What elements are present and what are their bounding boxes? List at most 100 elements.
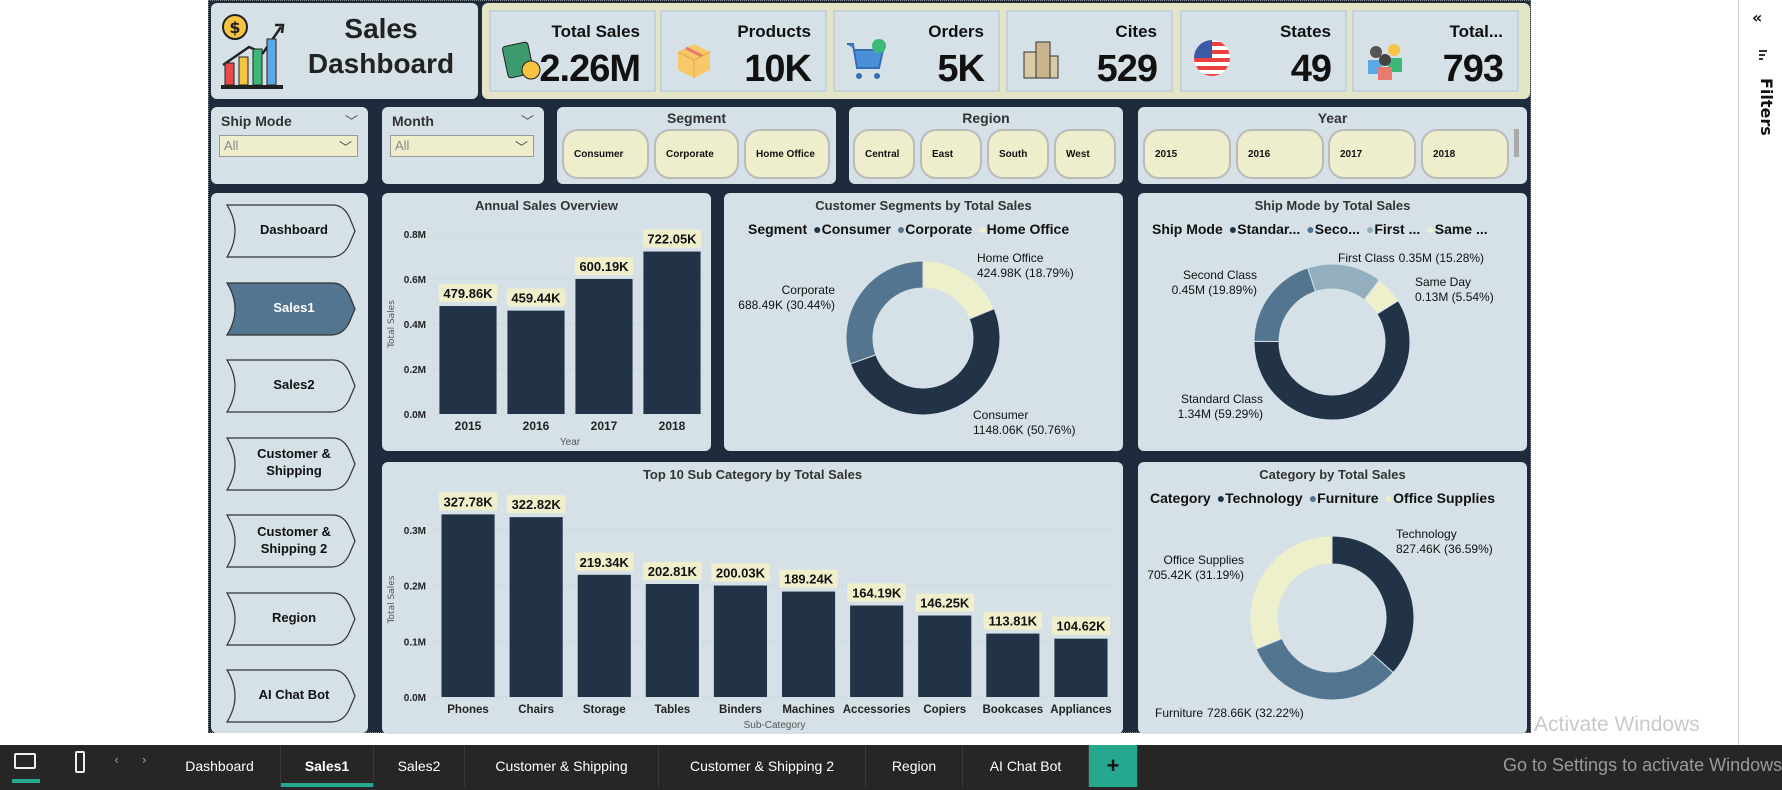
- bar-Storage[interactable]: [577, 574, 631, 697]
- page-navigator: Dashboard Sales1 Sales2 Customer & Shipping…: [211, 193, 368, 733]
- region-chip-west[interactable]: West: [1054, 129, 1116, 179]
- region-chip-east[interactable]: East: [920, 129, 982, 179]
- page-tab-customer-shipping-2[interactable]: Customer & Shipping 2: [659, 745, 866, 787]
- page-title: Sales Dashboard: [307, 13, 455, 79]
- month-dropdown[interactable]: Month ﹀ All ﹀: [382, 107, 544, 184]
- page-tab-dashboard[interactable]: Dashboard: [159, 745, 281, 787]
- y-tick-label: 0.3M: [404, 526, 426, 537]
- slice-second-class[interactable]: [1253, 267, 1317, 343]
- ship-mode-select[interactable]: All ﹀: [219, 135, 358, 157]
- legend-item[interactable]: Corporate: [905, 221, 972, 237]
- kpi-card-products: Products 10K: [660, 10, 827, 92]
- y-axis-title: Total Sales: [387, 300, 397, 349]
- region-slicer-title: Region: [962, 110, 1010, 126]
- slice-same-day[interactable]: [1363, 279, 1399, 315]
- mobile-layout-icon[interactable]: [75, 751, 85, 773]
- bar-Phones[interactable]: [441, 514, 495, 697]
- legend-item[interactable]: Technology: [1225, 490, 1303, 506]
- year-chip-2018[interactable]: 2018: [1421, 129, 1509, 179]
- slice-office-supplies[interactable]: [1249, 535, 1333, 650]
- collapse-filters-icon[interactable]: «: [1752, 8, 1763, 27]
- y-tick-label: 0.4M: [404, 320, 426, 331]
- x-axis-title: Year: [560, 437, 581, 448]
- bar-2016[interactable]: [507, 310, 565, 414]
- add-page-button[interactable]: +: [1089, 745, 1138, 787]
- page-tabs-bar: ‹ › Dashboard Sales1 Sales2 Customer & Ship…: [0, 745, 1782, 790]
- legend-item[interactable]: Home Office: [987, 221, 1070, 237]
- ship-mode-dropdown[interactable]: Ship Mode ﹀ All ﹀: [211, 107, 368, 184]
- page-tab-customer-shipping[interactable]: Customer & Shipping: [465, 745, 659, 787]
- legend-item[interactable]: Consumer: [822, 221, 892, 237]
- previous-page-icon[interactable]: ‹: [114, 753, 119, 767]
- data-label-bg: [1051, 616, 1111, 635]
- legend-marker: ●: [1306, 221, 1314, 237]
- category-chart: Category by Total Sales Category ●Technolo…: [1138, 462, 1527, 734]
- nav-button-customer-shipping-2[interactable]: Customer & Shipping 2: [223, 513, 356, 568]
- chevron-button-shape: [225, 436, 356, 491]
- nav-button-label: Dashboard: [260, 222, 328, 238]
- x-tick-label: 2018: [659, 419, 686, 433]
- nav-button-customer-shipping[interactable]: Customer & Shipping: [223, 436, 356, 491]
- nav-button-region[interactable]: Region: [223, 591, 356, 646]
- x-tick-label: Binders: [719, 704, 762, 716]
- bar-2015[interactable]: [439, 306, 497, 414]
- nav-button-ai-chat-bot[interactable]: AI Chat Bot: [223, 668, 356, 723]
- segment-chip-consumer[interactable]: Consumer: [562, 129, 649, 179]
- page-tab-sales1[interactable]: Sales1: [281, 745, 374, 787]
- nav-button-label: AI Chat Bot: [258, 687, 330, 703]
- y-tick-label: 0.0M: [404, 410, 426, 421]
- title-card: $ Sales Dashboard: [211, 3, 478, 99]
- region-chip-central[interactable]: Central: [853, 129, 915, 179]
- kpi-label: Products: [737, 22, 811, 41]
- nav-button-dashboard[interactable]: Dashboard: [223, 203, 356, 258]
- slice-standard-class[interactable]: [1253, 299, 1411, 421]
- page-tab-sales2[interactable]: Sales2: [374, 745, 465, 787]
- slice-consumer[interactable]: [849, 308, 1001, 416]
- data-label-bg: [779, 569, 838, 588]
- nav-button-sales1[interactable]: Sales1: [223, 281, 356, 336]
- slice-corporate[interactable]: [845, 260, 924, 365]
- bar-2017[interactable]: [575, 278, 633, 414]
- page-tab-ai-chat-bot[interactable]: AI Chat Bot: [963, 745, 1089, 787]
- page-tab-region[interactable]: Region: [866, 745, 963, 787]
- year-chip-2017[interactable]: 2017: [1328, 129, 1416, 179]
- bar-Bookcases[interactable]: [986, 633, 1040, 697]
- year-chip-2015[interactable]: 2015: [1143, 129, 1231, 179]
- legend-item[interactable]: Seco...: [1315, 221, 1360, 237]
- legend-marker: ●: [1217, 490, 1225, 506]
- legend-item[interactable]: Standar...: [1237, 221, 1300, 237]
- bar-2018[interactable]: [643, 251, 701, 414]
- next-page-icon[interactable]: ›: [142, 753, 147, 767]
- month-select[interactable]: All ﹀: [390, 135, 534, 157]
- bar-Tables[interactable]: [645, 584, 699, 697]
- slice-technology[interactable]: [1331, 535, 1415, 674]
- slice-furniture[interactable]: [1255, 637, 1394, 701]
- slicer-scrollbar[interactable]: [1514, 129, 1519, 157]
- kpi-card-total-customers: Total... 793: [1352, 10, 1519, 92]
- region-chip-south[interactable]: South: [987, 129, 1049, 179]
- legend-item[interactable]: First ...: [1374, 221, 1420, 237]
- bar-Copiers[interactable]: [918, 615, 972, 697]
- legend-item[interactable]: Same ...: [1435, 221, 1488, 237]
- segment-chip-home-office[interactable]: Home Office: [744, 129, 830, 179]
- bar-Machines[interactable]: [781, 591, 836, 697]
- chevron-down-icon[interactable]: ﹀: [520, 115, 534, 130]
- year-chip-2016[interactable]: 2016: [1236, 129, 1324, 179]
- bar-Accessories[interactable]: [850, 605, 904, 697]
- cart-icon: [847, 39, 886, 79]
- filters-pane-toggle[interactable]: Filters: [1757, 78, 1776, 136]
- bar-Chairs[interactable]: [509, 517, 563, 697]
- activate-windows-hint: Go to Settings to activate Windows: [1503, 755, 1782, 775]
- segment-chip-corporate[interactable]: Corporate: [654, 129, 739, 179]
- chevron-down-icon[interactable]: ﹀: [344, 115, 358, 130]
- slice-label: Home Office 424.98K (18.79%): [977, 251, 1074, 280]
- legend-item[interactable]: Furniture: [1317, 490, 1379, 506]
- bar-Appliances[interactable]: [1054, 638, 1108, 697]
- data-label: 479.86K: [443, 286, 493, 301]
- chart-title: Customer Segments by Total Sales: [815, 198, 1032, 213]
- desktop-layout-icon[interactable]: [14, 753, 36, 769]
- nav-button-sales2[interactable]: Sales2: [223, 358, 356, 413]
- legend-item[interactable]: Office Supplies: [1393, 490, 1495, 506]
- bar-Binders[interactable]: [713, 585, 768, 697]
